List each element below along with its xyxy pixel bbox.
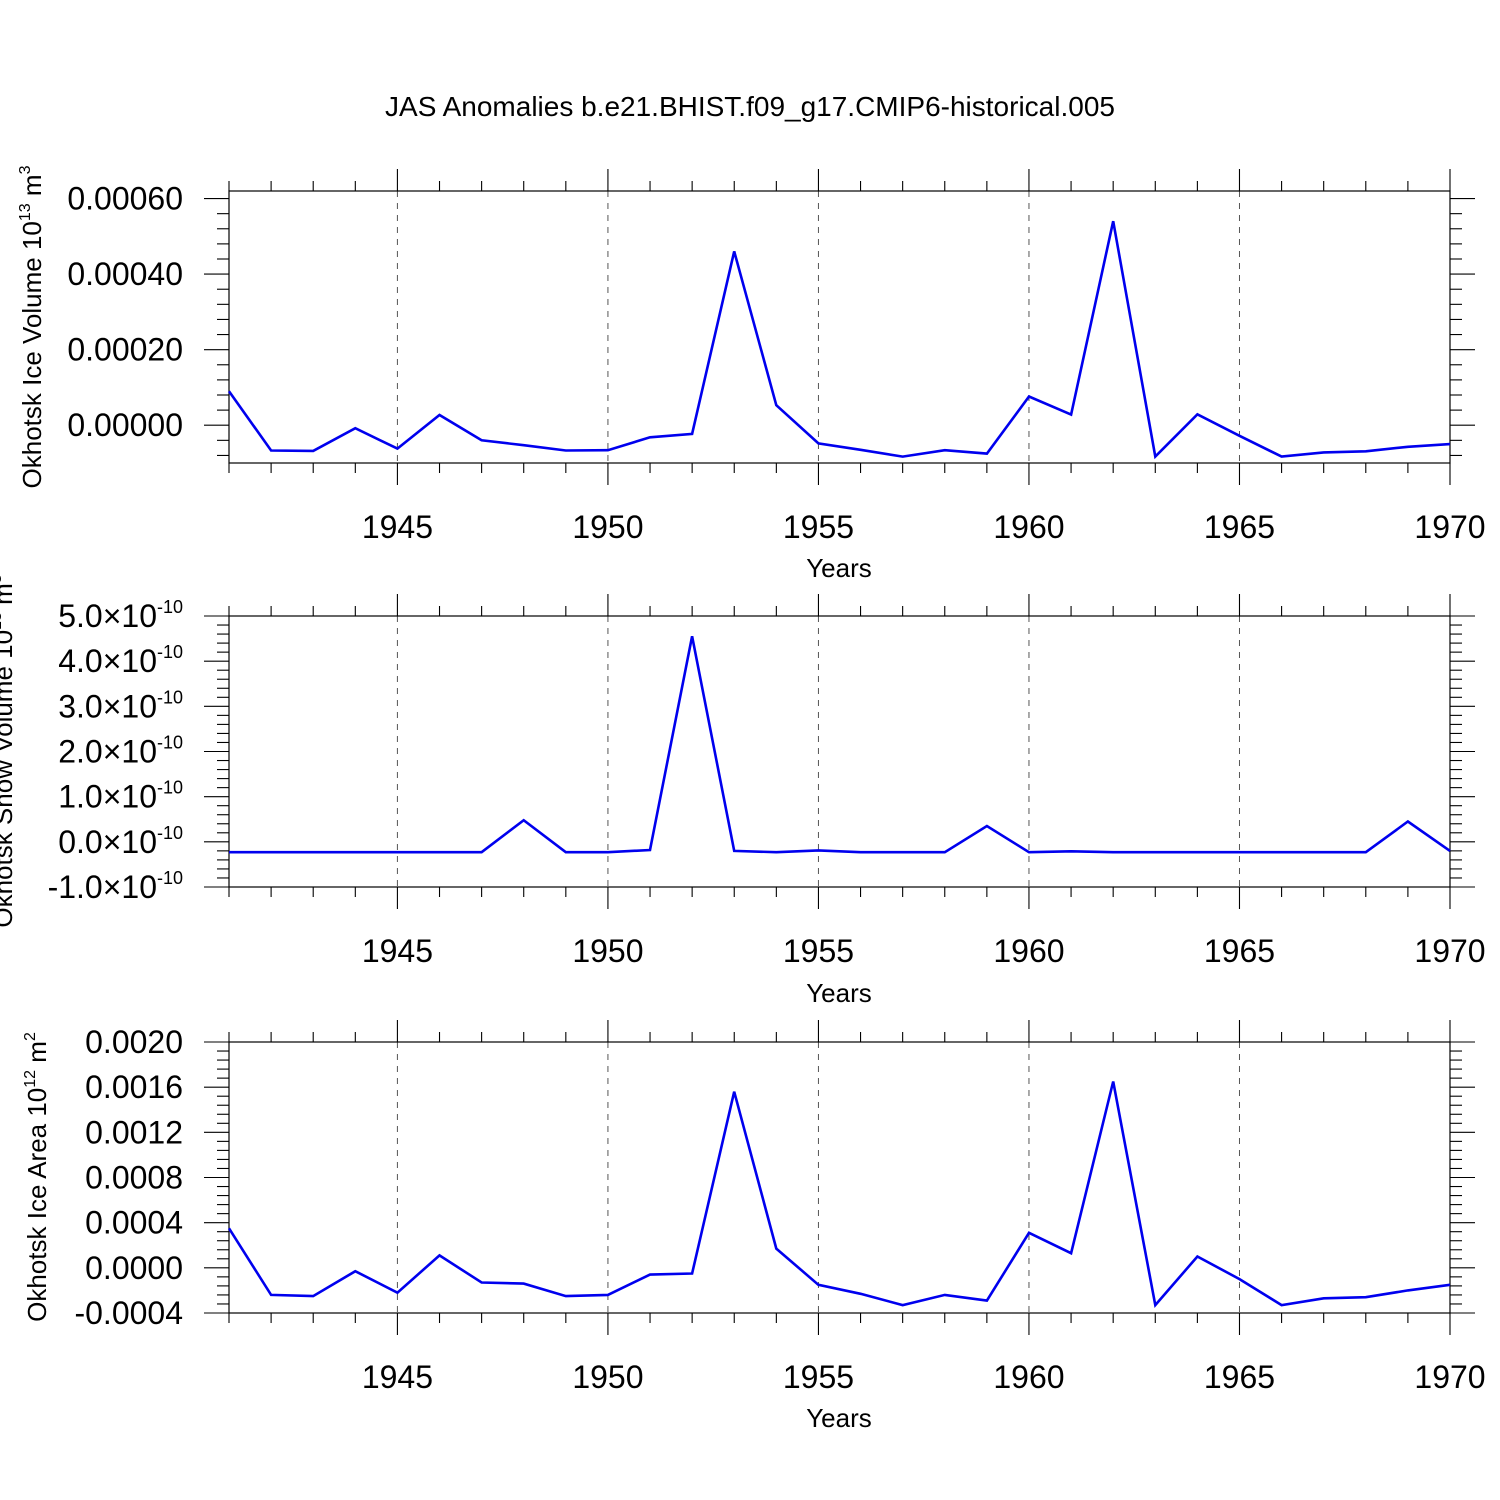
y-tick-label: -1.0×10-10 (48, 868, 183, 905)
y-tick-label: 0.0004 (85, 1205, 183, 1241)
y-tick-label: 0.0000 (85, 1250, 183, 1286)
y-tick-label: 3.0×10-10 (58, 687, 183, 724)
figure-title: JAS Anomalies b.e21.BHIST.f09_g17.CMIP6-… (385, 91, 1115, 122)
x-tick-label-1945: 1945 (362, 509, 433, 545)
y-tick-label: 0.00060 (67, 181, 183, 217)
x-tick-label-1960: 1960 (993, 509, 1064, 545)
x-tick-label-1970: 1970 (1414, 509, 1485, 545)
x-axis-title: Years (806, 978, 872, 1008)
y-tick-label: 0.0020 (85, 1024, 183, 1060)
y-axis-title: Okhotsk Ice Area 1012 m2 (22, 1032, 52, 1322)
y-tick-label: 0.00020 (67, 332, 183, 368)
x-tick-label-1970: 1970 (1414, 1359, 1485, 1395)
ice-volume-series-line (227, 220, 1451, 460)
panel-ice-volume: 0.00000 0.00020 0.00040 0.00060 1945 1950 195… (17, 165, 1486, 583)
plot-frame (228, 190, 1451, 464)
x-tick-label-1955: 1955 (783, 509, 854, 545)
plot-frame (228, 615, 1451, 888)
x-tick-label-1960: 1960 (993, 933, 1064, 969)
x-tick-label-1950: 1950 (572, 509, 643, 545)
plot-frame (228, 1041, 1451, 1314)
y-tick-label: 2.0×10-10 (58, 733, 183, 770)
y-tick-label: 0.0016 (85, 1069, 183, 1105)
panel-ice-area: -0.0004 0.0000 0.0004 0.0008 0.0012 0.0016 0.0… (22, 1020, 1486, 1433)
x-tick-label-1945: 1945 (362, 1359, 433, 1395)
x-tick-label-1955: 1955 (783, 933, 854, 969)
y-tick-label: 4.0×10-10 (58, 642, 183, 679)
x-tick-label-1970: 1970 (1414, 933, 1485, 969)
y-axis-title: Okhotsk Snow Volume 1013 m3 (0, 574, 18, 927)
y-tick-label: 0.00040 (67, 256, 183, 292)
y-tick-label: 1.0×10-10 (58, 778, 183, 815)
snow-volume-series-line (229, 636, 1451, 854)
panel-snow-volume: -1.0×10-10 0.0×10-10 1.0×10-10 2.0×10-10 3.0… (0, 574, 1486, 1008)
x-axis-title: Years (806, 553, 872, 583)
y-tick-label: 0.0×10-10 (58, 823, 183, 860)
x-tick-label-1965: 1965 (1204, 509, 1275, 545)
x-tick-label-1960: 1960 (993, 1359, 1064, 1395)
x-tick-label-1945: 1945 (362, 933, 433, 969)
ice-area-series-line (227, 1081, 1451, 1308)
y-tick-label: 0.0008 (85, 1160, 183, 1196)
y-tick-label: 0.00000 (67, 407, 183, 443)
x-tick-label-1950: 1950 (572, 933, 643, 969)
y-tick-label: 0.0012 (85, 1114, 183, 1150)
x-tick-label-1950: 1950 (572, 1359, 643, 1395)
x-tick-label-1965: 1965 (1204, 933, 1275, 969)
y-tick-label: -0.0004 (74, 1295, 183, 1331)
y-axis-title: Okhotsk Ice Volume 1013 m3 (17, 165, 47, 488)
x-tick-label-1965: 1965 (1204, 1359, 1275, 1395)
x-tick-label-1955: 1955 (783, 1359, 854, 1395)
x-axis-title: Years (806, 1403, 872, 1433)
y-tick-label: 5.0×10-10 (58, 597, 183, 634)
